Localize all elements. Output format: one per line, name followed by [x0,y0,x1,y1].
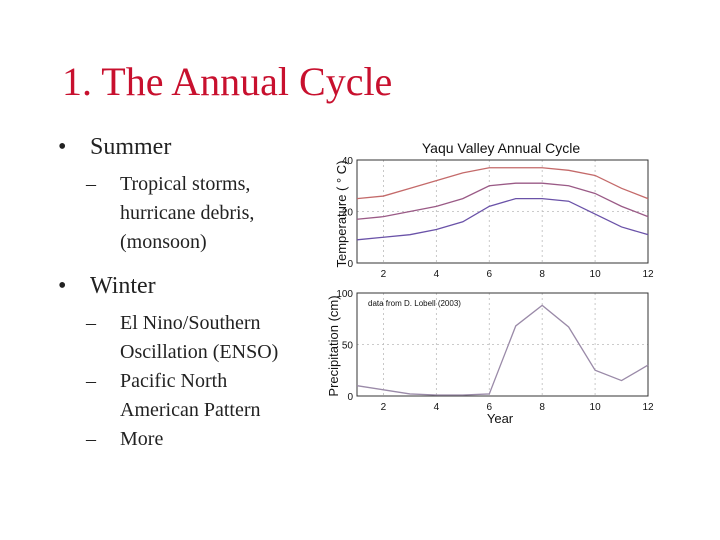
sub-bullet-marker: – [86,312,96,334]
x-tick-label: 12 [642,402,654,413]
sub-bullet-marker: – [86,428,96,450]
series-line [356,182,649,220]
x-tick-label: 4 [434,402,440,413]
series-line [356,304,649,396]
series-line [356,167,649,200]
slide-title: 1. The Annual Cycle [62,59,393,104]
x-tick-label: 8 [539,269,545,280]
x-axis-label: Year [487,411,514,426]
bullet-text: Winter [90,273,156,299]
precipitation-axis-label: Precipitation (cm) [326,295,341,396]
series-line [356,197,649,241]
bullet-marker: • [58,273,67,299]
sub-bullet-marker: – [86,173,96,195]
sub-bullet-line: Tropical storms, [120,173,251,195]
axes-frame [356,159,649,264]
bullet-list: • Summer – Tropical storms, hurricane de… [58,132,328,454]
x-tick-label: 6 [486,269,492,280]
bullet-text: Summer [90,134,172,160]
y-tick-label: 40 [342,156,354,167]
sub-bullet-line: El Nino/Southern [120,312,261,334]
plot-area: 2 4 6 8 10 12 0 20 40 2 4 6 8 10 12 0 50 100 [336,156,654,413]
x-tick-label: 8 [539,402,545,413]
y-tick-label: 0 [347,392,353,403]
chart-title: Yaqu Valley Annual Cycle [422,140,580,156]
sub-bullet-tropical-storms: – Tropical storms, hurricane debris, (mo… [58,170,328,257]
bullet-winter: • Winter [58,271,328,301]
x-tick-label: 10 [590,269,602,280]
axes-frame [356,292,649,397]
sub-bullet-line: Pacific North [120,370,228,392]
x-tick-label: 12 [642,269,654,280]
x-tick-label: 10 [590,402,602,413]
x-tick-label: 6 [486,402,492,413]
sub-bullet-line: More [120,428,164,450]
sub-bullet-line: American Pattern [120,399,261,421]
bullet-summer: • Summer [58,132,328,162]
bullet-marker: • [58,134,67,160]
sub-bullet-line: (monsoon) [120,231,207,253]
y-tick-label: 20 [342,208,354,219]
data-source-annotation: data from D. Lobell (2003) [368,299,461,308]
sub-bullet-line: Oscillation (ENSO) [120,341,279,363]
sub-bullet-pna: – Pacific North American Pattern [58,367,328,425]
y-tick-label: 100 [336,289,353,300]
y-tick-label: 0 [347,259,353,270]
y-tick-label: 50 [342,341,354,352]
sub-bullet-enso: – El Nino/Southern Oscillation (ENSO) [58,309,328,367]
x-tick-label: 4 [434,269,440,280]
sub-bullet-marker: – [86,370,96,392]
sub-bullet-line: hurricane debris, [120,202,255,224]
sub-bullet-more: – More [58,425,328,454]
x-tick-label: 2 [381,269,387,280]
temperature-axis-label: Temperature ( ° C) [334,160,349,267]
x-tick-label: 2 [381,402,387,413]
